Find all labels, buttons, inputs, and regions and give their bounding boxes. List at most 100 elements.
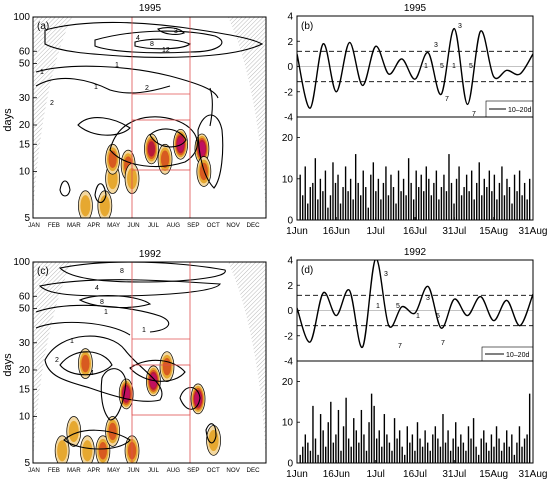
panel-d-phase-7: 7: [398, 343, 402, 350]
panel-a-coi-right: [228, 17, 266, 218]
panel-d-title: 1992: [404, 247, 427, 258]
panel-b-bars-bar-52: [430, 195, 433, 220]
panel-b-bars-bar-16: [339, 203, 342, 220]
panel-c-contour-label-7: 4: [90, 370, 94, 377]
panel-b-ytick-label-3: 2: [287, 37, 293, 48]
panel-d-bars-bar-85: [516, 442, 518, 463]
panel-d-bars-bar-65: [465, 450, 467, 463]
panel-c-contour-label-2: 4: [95, 285, 99, 292]
panel-a-xtick-label-7: AUG: [167, 222, 181, 229]
panel-d-bars-bar-79: [500, 450, 503, 463]
panel-b-bars-xtick-label-6: 31Aug: [519, 226, 548, 237]
panel-d-bars-bar-49: [424, 430, 426, 463]
panel-b-bars-bar-1: [302, 195, 304, 220]
panel-b-bars-bar-87: [518, 170, 521, 220]
panel-d-legend-label: 10–20d: [506, 352, 529, 359]
panel-d-phase-labels: 1 3 5 7 1 3 5 7: [376, 271, 445, 350]
panel-d-label: (d): [301, 265, 313, 276]
panel-c-xtick-label-11: DEC: [246, 467, 260, 474]
panel-b-bars-bar-48: [420, 174, 422, 220]
panel-a-hotspot-0: [78, 190, 93, 218]
panel-d-bar-frame: [296, 360, 534, 464]
panel-b-ytick-label-1: -2: [284, 87, 293, 98]
panel-a-ytick-label-3: 20: [19, 120, 31, 131]
panel-d-bars-bar-69: [475, 446, 477, 463]
panel-b-bar-layer: [299, 154, 531, 220]
panel-a-hotspot-1: [97, 190, 113, 218]
panel-c-ytick-label-3: 20: [19, 365, 31, 376]
panel-d-bars-bar-28: [370, 393, 373, 463]
panel-b-bars-bar-89: [523, 182, 526, 220]
panel-c-frame: [32, 261, 267, 464]
panel-a-contour-label-7: 1: [115, 62, 119, 69]
panel-b-phase-1b: 1: [452, 63, 456, 70]
panel-d-bars-bar-38: [396, 438, 398, 463]
panel-d-phase-5: 5: [396, 303, 400, 310]
panel-d-bars-bar-47: [419, 438, 421, 463]
panel-b-phase-3b: 3: [458, 23, 462, 30]
panel-d-bars-bar-77: [495, 426, 498, 463]
panel-d-bars-bar-54: [437, 438, 439, 463]
panel-b-bars-bar-5: [312, 182, 314, 220]
panel-d-bars-bar-59: [449, 450, 452, 463]
panel-b-bars-bar-34: [385, 166, 387, 220]
panel-d-bars-bar-17: [342, 426, 345, 463]
panel-c-hotspot-3: [80, 435, 95, 463]
panel-a-title: 1995: [139, 3, 162, 14]
panel-c-coi-left: [33, 262, 72, 463]
panel-b-bars-bar-50: [425, 166, 427, 220]
panel-d-bars-bar-36: [391, 450, 393, 463]
panel-b-bars-bar-68: [470, 170, 473, 220]
panel-b-bars-bar-35: [387, 195, 390, 220]
panel-a-power-spots: [78, 128, 212, 218]
panel-d-bars-bar-24: [360, 409, 363, 463]
panel-c-contour-label-8: 1: [142, 327, 146, 334]
panel-b-bars-bar-8: [319, 178, 322, 220]
panel-b-bars-xtick-label-4: 31Jul: [442, 226, 466, 237]
panel-d-ytick-label-4: 4: [287, 256, 293, 267]
panel-d-bars-bar-7: [317, 454, 319, 463]
panel-b-bars-bar-11: [327, 207, 329, 220]
panel-d-bars-bar-11: [327, 422, 329, 463]
panel-b-bars-bar-3: [307, 203, 309, 220]
panel-c-xtick-label-5: JUN: [128, 467, 140, 474]
panel-b-bars-bar-23: [357, 182, 359, 220]
panel-c-ytick-label-4: 30: [19, 338, 31, 349]
panel-b-phase-5b: 5: [469, 63, 473, 70]
panel-d-phase-3b: 3: [426, 295, 430, 302]
panel-d-bars-bar-75: [490, 434, 493, 463]
panel-b-bars-bar-33: [382, 182, 385, 220]
panel-b-bars-bar-32: [380, 199, 382, 220]
panel-b-title: 1995: [404, 3, 427, 14]
panel-c-ytick-label-0: 5: [24, 458, 30, 469]
panel-a-contour-labels: 1 2 4 8 12 3 1 2 1: [40, 28, 178, 107]
panel-a-xtick-label-11: DEC: [246, 222, 260, 229]
panel-d-ytick-label-2: 0: [287, 306, 293, 317]
panel-d-bars-bar-89: [526, 434, 528, 463]
panel-b-axes: -4 -2 0 2 4 0 10 20 1Jun 16Jun 1Jul 16Jul 31Jul 15Aug…: [282, 12, 548, 238]
panel-b-phase-7: 7: [445, 96, 449, 103]
panel-b-bars-bar-47: [418, 187, 420, 220]
panel-b-bars-bar-28: [370, 174, 372, 220]
panel-d-bars-bar-0: [299, 454, 301, 463]
panel-b-bars-bar-12: [329, 195, 332, 220]
panel-c-hotspot-1: [66, 416, 82, 447]
panel-d-bars-ytick-label-1: 10: [282, 418, 294, 429]
panel-b-bars-bar-37: [392, 187, 395, 220]
panel-b-bars-bar-57: [443, 174, 445, 220]
panel-d-bars-bar-37: [393, 418, 396, 463]
panel-c-xtick-label-7: AUG: [167, 467, 181, 474]
panel-d-bars-bar-25: [363, 434, 365, 463]
panel-d-bars-xtick-label-0: 1Jun: [286, 469, 308, 480]
panel-b-bars-bar-55: [438, 199, 440, 220]
panel-b-bars-bar-0: [299, 174, 301, 220]
panel-a-ytick-label-4: 30: [19, 93, 31, 104]
panel-c-box-mid: [131, 364, 191, 416]
panel-b-phase-7b: 7: [472, 111, 476, 118]
panel-d-bars-bar-51: [429, 450, 431, 463]
panel-b-bars-bar-44: [410, 182, 412, 220]
panel-b-phase-1: 1: [424, 63, 428, 70]
panel-c-xtick-label-8: SEP: [187, 467, 199, 474]
panel-d-bars-bar-34: [386, 434, 388, 463]
panel-d-bars-bar-78: [498, 438, 500, 463]
